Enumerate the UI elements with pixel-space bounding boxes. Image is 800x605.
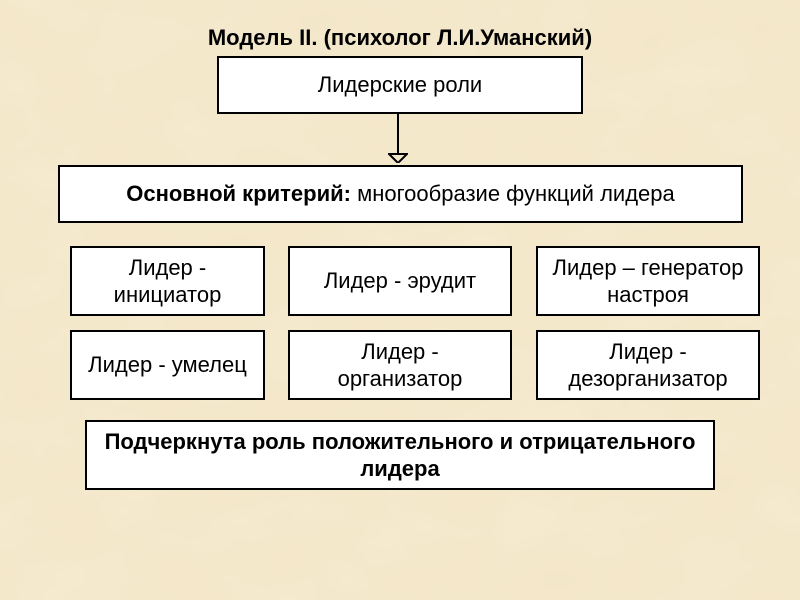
role-text: Лидер – генератор настроя <box>548 254 748 309</box>
diagram-content: Модель II. (психолог Л.И.Уманский) Лидер… <box>0 0 800 600</box>
criterion-text-wrap: Основной критерий: многообразие функций … <box>126 180 675 208</box>
role-text: Лидер - инициатор <box>82 254 253 309</box>
role-box: Лидер - умелец <box>70 330 265 400</box>
criterion-label: Основной критерий: <box>126 181 351 206</box>
root-box-text: Лидерские роли <box>318 71 482 99</box>
role-text: Лидер - дезорганизатор <box>548 338 748 393</box>
summary-box: Подчеркнута роль положительного и отрица… <box>85 420 715 490</box>
root-box: Лидерские роли <box>217 56 583 114</box>
diagram-title: Модель II. (психолог Л.И.Уманский) <box>0 25 800 51</box>
criterion-box: Основной критерий: многообразие функций … <box>58 165 743 223</box>
role-box: Лидер - организатор <box>288 330 512 400</box>
role-box: Лидер - инициатор <box>70 246 265 316</box>
criterion-text: многообразие функций лидера <box>351 181 675 206</box>
role-text: Лидер - эрудит <box>324 267 476 295</box>
role-box: Лидер - эрудит <box>288 246 512 316</box>
role-text: Лидер - организатор <box>300 338 500 393</box>
arrow-down <box>388 114 408 163</box>
role-box: Лидер - дезорганизатор <box>536 330 760 400</box>
summary-text: Подчеркнута роль положительного и отрица… <box>97 428 703 483</box>
role-box: Лидер – генератор настроя <box>536 246 760 316</box>
role-text: Лидер - умелец <box>88 351 247 379</box>
